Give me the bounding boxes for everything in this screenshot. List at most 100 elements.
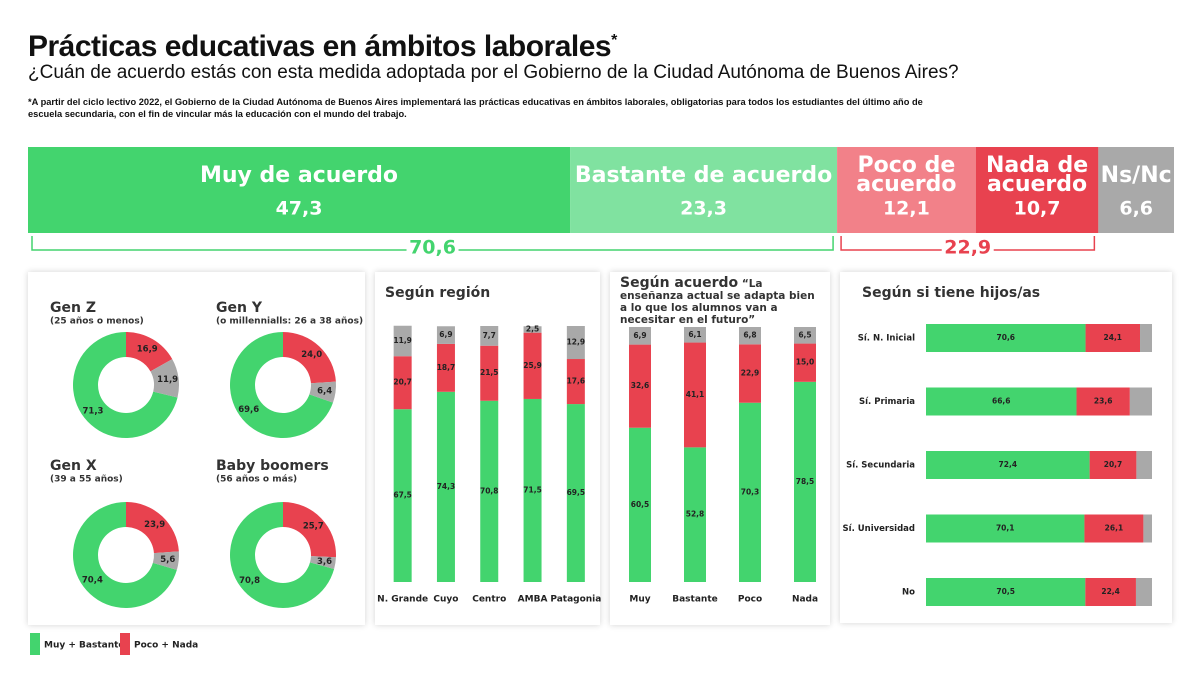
x-tick-label: Nada (792, 595, 818, 605)
bar-segment (629, 344, 651, 428)
bar-value-label: 17,6 (567, 377, 586, 386)
bar-value-label: 26,1 (1105, 524, 1124, 533)
y-tick-label: No (902, 588, 915, 598)
donut-label: 24,0 (301, 350, 322, 360)
bar-value-label: 21,5 (480, 368, 499, 377)
bar-value-label: 23,6 (1094, 397, 1113, 406)
bar-segment (523, 332, 542, 399)
donut-segment (72, 502, 177, 608)
bar-value-label: 41,1 (686, 390, 705, 399)
segment-value: 6,6 (1119, 198, 1153, 220)
footnote: *A partir del ciclo lectivo 2022, el Gob… (28, 97, 923, 119)
bar-value-label: 69,5 (567, 488, 586, 497)
y-tick-label: Sí. Primaria (859, 397, 915, 407)
segment-name: Bastante de acuerdo (574, 162, 833, 188)
pie-title: Gen Z (50, 300, 96, 316)
bar-segment (393, 356, 412, 410)
x-tick-label: Patagonia (550, 595, 601, 605)
bar-value-label: 22,4 (1101, 587, 1120, 596)
bar-segment (570, 147, 838, 233)
bar-segment (1085, 578, 1136, 606)
chart-title: Según si tiene hijos/as (862, 285, 1040, 301)
x-tick-label: Cuyo (433, 595, 458, 605)
segment-name: Muy de acuerdo (199, 162, 399, 188)
donut-segment (152, 551, 179, 570)
bar-segment (1084, 514, 1144, 543)
segment-value: 23,3 (680, 198, 727, 220)
legend-label: Poco + Nada (134, 641, 198, 651)
bar-value-label: 78,5 (796, 477, 815, 486)
segment-name: Nada de acuerdo (985, 153, 1089, 197)
bar-value-label: 71,5 (523, 485, 542, 494)
donut-label: 3,6 (317, 557, 332, 567)
pie-title: Gen X (50, 458, 97, 474)
donut-segment (283, 332, 336, 384)
donut-segment (73, 332, 178, 438)
donut-segment (309, 381, 336, 403)
bar-segment (480, 326, 499, 346)
bar-value-label: 6,1 (688, 330, 701, 339)
bar-segment (794, 327, 816, 344)
bar-value-label: 22,9 (741, 369, 760, 378)
chart-title: Según acuerdo (620, 275, 739, 291)
bar-value-label: 2,5 (526, 324, 539, 333)
donut-label: 71,3 (83, 406, 104, 416)
pie-subtitle: (o millennialls: 26 a 38 años) (216, 317, 363, 327)
bar-segment (566, 359, 585, 405)
bar-segment (28, 147, 571, 233)
bar-segment (739, 402, 761, 582)
x-tick-label: AMBA (518, 595, 548, 605)
bar-segment (926, 514, 1085, 543)
bar-value-label: 7,7 (483, 331, 496, 340)
donut-label: 70,4 (82, 576, 103, 586)
bar-segment (629, 327, 651, 345)
bar-segment (1089, 451, 1137, 479)
bar-value-label: 11,9 (393, 336, 412, 345)
pie-title: Baby boomers (216, 458, 329, 474)
x-tick-label: Poco (738, 595, 762, 605)
bar-value-label: 20,7 (1104, 460, 1123, 469)
bar-segment (794, 381, 816, 582)
legend-swatch (30, 633, 40, 655)
bar-segment (1129, 387, 1152, 416)
segment-value: 10,7 (1014, 198, 1061, 220)
bar-value-label: 6,5 (798, 330, 811, 339)
bar-segment (1140, 324, 1152, 352)
bar-value-label: 24,1 (1104, 333, 1123, 342)
bar-segment (837, 147, 976, 233)
bar-segment (1143, 514, 1152, 543)
y-tick-label: Sí. N. Inicial (858, 334, 915, 344)
bar-segment (523, 326, 542, 333)
group-label-bg (406, 238, 459, 258)
bar-segment (926, 324, 1086, 352)
donut-label: 6,4 (317, 386, 332, 396)
bar-segment (794, 343, 816, 382)
bar-value-label: 18,7 (437, 363, 456, 372)
pie-subtitle: (25 años o menos) (50, 317, 144, 327)
bar-value-label: 70,3 (741, 487, 760, 496)
legend-label: Muy + Bastante (44, 641, 125, 651)
bar-segment (480, 400, 499, 582)
bar-value-label: 6,9 (439, 330, 452, 339)
donut-label: 5,6 (160, 555, 175, 565)
donut-segment (126, 332, 173, 372)
y-tick-label: Sí. Secundaria (846, 461, 915, 471)
chart-heading: Según acuerdo “La enseñanza actual se ad… (620, 275, 825, 326)
donut-segment (229, 332, 333, 438)
bar-value-label: 66,6 (992, 397, 1011, 406)
pie-title: Gen Y (216, 300, 263, 316)
y-tick-label: Sí. Universidad (843, 524, 915, 534)
bar-segment (926, 578, 1086, 606)
bar-segment (1136, 451, 1152, 479)
bar-segment (684, 342, 706, 448)
bar-segment (975, 147, 1099, 233)
donut-label: 23,9 (144, 520, 165, 530)
donut-label: 69,6 (238, 405, 259, 415)
bar-segment (480, 345, 499, 401)
bar-segment (436, 326, 455, 344)
donut-segment (309, 556, 336, 570)
pie-subtitle: (39 a 55 años) (50, 475, 123, 485)
bar-segment (1098, 147, 1174, 233)
